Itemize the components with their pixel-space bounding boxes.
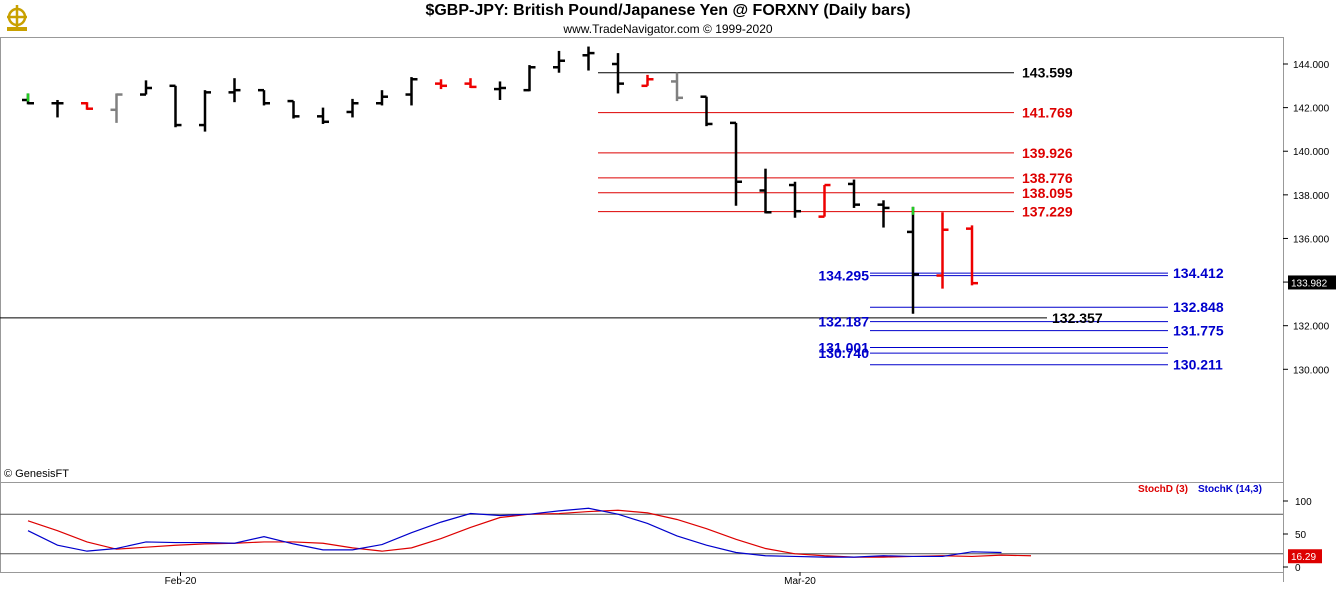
stoch-k-legend: StochK (14,3) [1198,484,1262,495]
level-value: 132.357 [1052,310,1103,326]
ohlc-bar [346,98,359,118]
level-value: 134.412 [1173,265,1224,281]
ohlc-bar [169,84,182,128]
ohlc-bar [936,212,949,289]
ohlc-bar [22,93,34,105]
level-value: 139.926 [1022,145,1073,161]
ohlc-bar [818,183,831,218]
ohlc-bar [848,179,860,208]
stoch-k-line [27,507,1002,558]
plot-border [0,37,1284,573]
ohlc-bar [140,80,152,96]
level-value: 131.001 [818,339,869,355]
level-value: 138.776 [1022,170,1073,186]
stoch-tick-label: 50 [1295,530,1307,541]
ship-wheel-icon [7,5,27,31]
time-axis: Feb-20 Mar-20 [165,572,816,587]
price-tick-label: 144.000 [1293,60,1330,71]
stoch-last-box [1288,549,1322,564]
ohlc-bar [641,74,654,88]
last-price-box [1288,275,1336,290]
price-tick-label: 130.000 [1293,365,1330,376]
ohlc-bar [700,95,713,127]
level-lines [0,72,1168,366]
level-value: 137.229 [1022,204,1073,220]
ohlc-bar [287,99,300,119]
stoch-d-line [27,509,1032,558]
stochastic-panel: 100 50 016.29 StochD (3) StochK (14,3) [0,484,1322,574]
ohlc-bar [405,77,418,106]
price-tick-label: 140.000 [1293,147,1330,158]
level-value: 131.775 [1173,323,1224,339]
level-value: 130.740 [818,345,869,361]
ohlc-bar [612,53,624,94]
source-credit: © GenesisFT [4,468,69,480]
copyright-text: www.TradeNavigator.com © 1999-2020 [563,22,773,36]
stoch-last-label: 16.29 [1291,552,1316,563]
price-tick-label: 132.000 [1293,322,1330,333]
ohlc-bar [671,72,683,102]
ohlc-bar [966,225,978,286]
ohlc-bar [907,206,919,314]
ohlc-bar [523,65,536,92]
ohlc-bar [199,90,211,132]
ohlc-bar [789,181,801,218]
level-value: 141.769 [1022,105,1073,121]
level-value: 132.187 [818,314,869,330]
ohlc-bar [494,81,506,100]
ohlc-bar [435,79,447,90]
ohlc-bars[interactable] [22,46,978,314]
ohlc-bar [110,93,123,123]
ohlc-bar [376,90,388,106]
ohlc-bar [582,46,595,71]
level-value: 134.295 [818,268,869,284]
ohlc-bar [317,107,329,124]
level-labels: 143.599 132.357 141.769 139.926 138.776138.0… [818,65,1223,373]
ohlc-bar [877,200,890,228]
level-value: 143.599 [1022,65,1073,81]
level-value: 132.848 [1173,299,1224,315]
price-tick-label: 136.000 [1293,234,1330,245]
ohlc-bar [464,78,477,89]
stoch-tick-label: 0 [1295,563,1301,574]
ohlc-bar [730,121,742,206]
ohlc-bar [553,50,565,73]
chart-header: $GBP-JPY: British Pound/Japanese Yen @ F… [0,0,1336,36]
ohlc-bar [258,88,270,106]
price-tick-label: 138.000 [1293,191,1330,202]
price-axis: 130.000132.000134.000136.000138.000140.0… [1283,60,1336,376]
ohlc-bar [228,78,241,103]
ohlc-bar [759,168,772,214]
stoch-tick-label: 100 [1295,497,1312,508]
time-tick-label: Mar-20 [784,576,816,587]
level-value: 138.095 [1022,185,1073,201]
ohlc-bar [81,102,93,110]
time-tick-label: Feb-20 [165,576,197,587]
ohlc-bar [51,99,64,118]
level-value: 130.211 [1173,357,1223,373]
price-tick-label: 142.000 [1293,104,1330,115]
chart-frame [0,37,1284,582]
last-price-label: 133.982 [1291,278,1328,289]
chart-title: $GBP-JPY: British Pound/Japanese Yen @ F… [425,2,911,19]
stoch-d-legend: StochD (3) [1138,484,1188,495]
